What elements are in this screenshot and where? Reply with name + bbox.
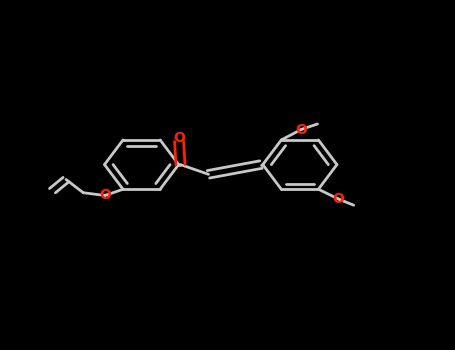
Text: O: O	[173, 131, 185, 145]
Text: O: O	[332, 192, 344, 206]
Text: O: O	[99, 189, 111, 203]
Text: O: O	[295, 122, 307, 136]
